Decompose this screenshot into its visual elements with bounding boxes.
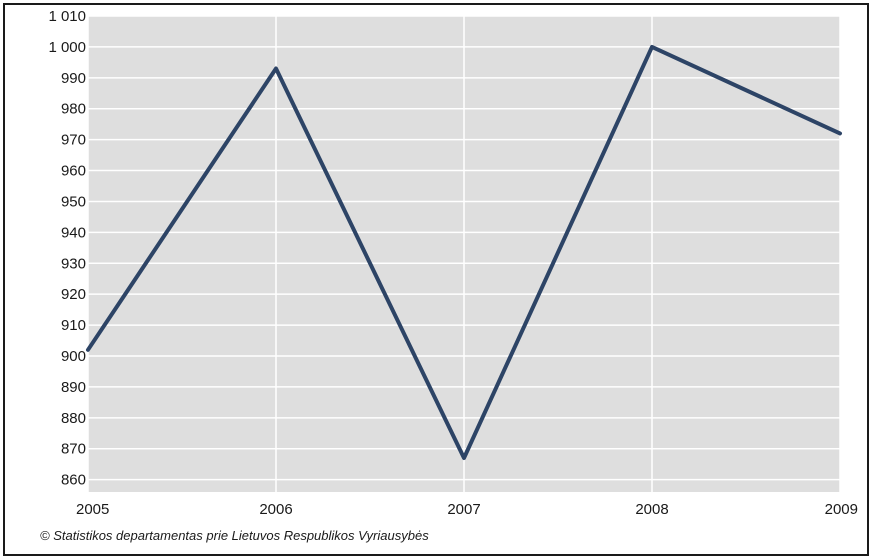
y-tick-label: 910: [61, 317, 86, 334]
y-tick-label: 1 000: [48, 39, 86, 56]
y-tick-label: 900: [61, 348, 86, 365]
y-tick-label: 940: [61, 224, 86, 241]
x-tick-label: 2006: [259, 501, 292, 518]
y-tick-label: 920: [61, 286, 86, 303]
x-tick-label: 2007: [447, 501, 480, 518]
y-tick-label: 860: [61, 472, 86, 489]
y-tick-label: 980: [61, 101, 86, 118]
x-tick-label: 2009: [825, 501, 858, 518]
y-tick-label: 970: [61, 132, 86, 149]
y-tick-label: 890: [61, 379, 86, 396]
y-tick-label: 870: [61, 441, 86, 458]
y-tick-label: 880: [61, 410, 86, 427]
x-tick-label: 2008: [635, 501, 668, 518]
x-axis-tick-labels: 2005 2006 2007 2008 2009: [76, 501, 858, 518]
x-tick-label: 2005: [76, 501, 109, 518]
series-line: [86, 44, 842, 460]
source-credit: © Statistikos departamentas prie Lietuvo…: [40, 528, 429, 543]
y-tick-label: 930: [61, 255, 86, 272]
y-tick-label: 990: [61, 70, 86, 87]
gridlines: [87, 15, 841, 492]
y-tick-label: 950: [61, 193, 86, 210]
y-tick-label: 1 010: [48, 8, 86, 25]
y-tick-label: 960: [61, 163, 86, 180]
y-axis-tick-labels: 860 870 880 890 900 910 920 930 940 950 960 970 980 9…: [48, 8, 86, 489]
